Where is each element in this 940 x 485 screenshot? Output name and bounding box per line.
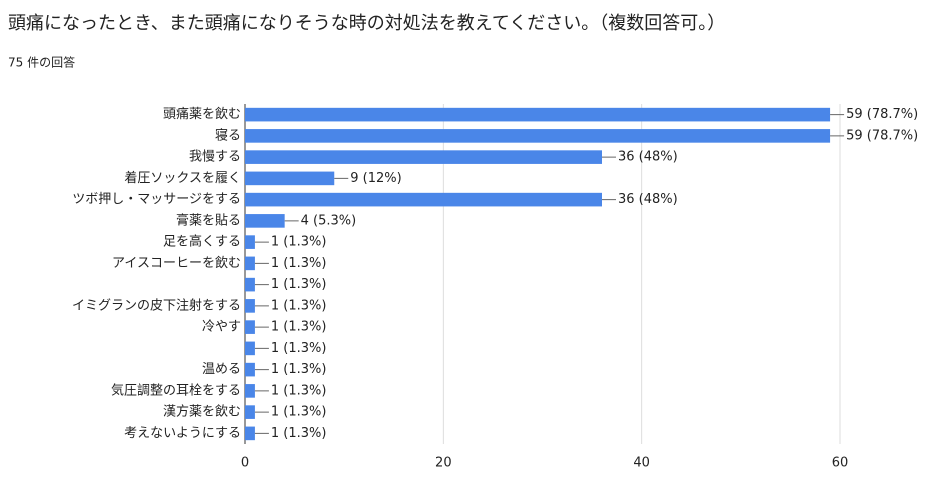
bar (245, 277, 255, 292)
value-label: 1 (1.3%) (271, 277, 327, 292)
chart-subtitle: 75 件の回答 (8, 55, 75, 70)
y-tick-label: 足を高くする (163, 234, 241, 250)
value-label: 1 (1.3%) (271, 383, 327, 398)
value-label: 1 (1.3%) (271, 405, 327, 420)
value-label: 1 (1.3%) (271, 235, 327, 250)
bar (245, 341, 255, 356)
y-tick-label: 膏薬を貼る (176, 212, 241, 228)
value-label: 1 (1.3%) (271, 256, 327, 271)
y-tick-label: 我慢する (189, 149, 241, 165)
bar (245, 150, 602, 164)
bar (245, 107, 831, 122)
bar (245, 384, 255, 398)
bar (245, 405, 255, 419)
y-tick-label: 頭痛薬を飲む (163, 106, 241, 122)
value-label: 36 (48%) (618, 150, 678, 165)
value-label: 59 (78.7%) (846, 128, 918, 143)
value-label: 59 (78.7%) (846, 107, 918, 122)
y-tick-label: 考えないようにする (124, 426, 241, 441)
y-tick-label: アイスコーヒーを飲む (112, 255, 241, 271)
value-label: 1 (1.3%) (271, 426, 327, 441)
bar (245, 320, 255, 334)
chart-title: 頭痛になったとき、また頭痛になりそうな時の対処法を教えてください。（複数回答可。… (8, 13, 725, 34)
y-tick-label: 温める (202, 362, 241, 377)
value-label: 1 (1.3%) (271, 298, 327, 313)
bar (245, 426, 255, 441)
y-tick-label: 寝る (215, 127, 241, 143)
y-tick-label: イミグランの皮下注射をする (72, 297, 241, 313)
value-label: 1 (1.3%) (271, 341, 327, 356)
bar (245, 362, 255, 377)
y-tick-label: ツボ押し・マッサージをする (72, 192, 241, 207)
y-tick-label: 気圧調整の耳栓をする (111, 382, 241, 398)
y-tick-label: 着圧ソックスを履く (124, 170, 241, 186)
bar (245, 129, 831, 143)
bar (245, 256, 255, 271)
bar (245, 192, 602, 207)
bar (245, 171, 335, 186)
y-tick-label: 冷やす (202, 320, 241, 335)
bar (245, 299, 255, 313)
value-label: 36 (48%) (618, 192, 678, 207)
value-label: 4 (5.3%) (301, 213, 357, 228)
value-label: 1 (1.3%) (271, 320, 327, 335)
y-tick-label: 漢方薬を飲む (163, 404, 241, 420)
x-tick-label: 40 (633, 456, 650, 471)
bar (245, 214, 285, 228)
bar (245, 235, 255, 249)
x-tick-label: 20 (435, 456, 452, 471)
x-tick-label: 60 (832, 456, 849, 471)
x-tick-label: 0 (241, 456, 249, 471)
value-label: 1 (1.3%) (271, 362, 327, 377)
value-label: 9 (12%) (350, 171, 401, 186)
